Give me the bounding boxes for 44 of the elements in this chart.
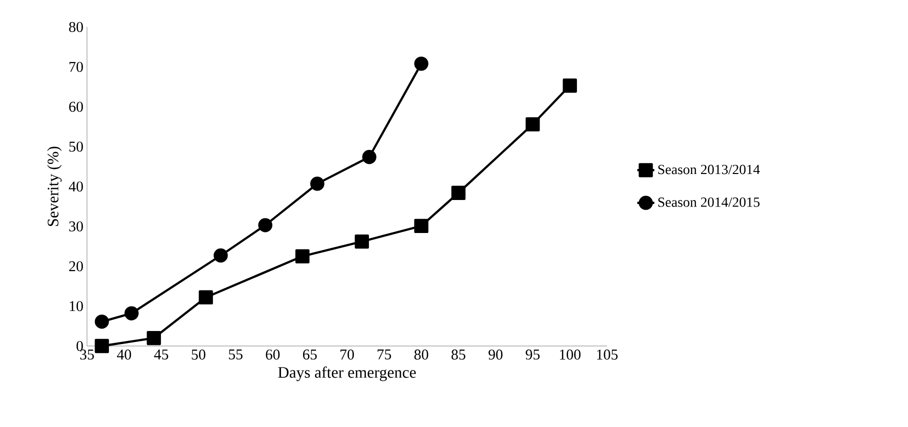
legend-label: Season 2013/2014 [658, 164, 760, 174]
x-tick-label: 105 [597, 350, 618, 360]
x-tick-label: 85 [452, 350, 466, 360]
x-tick-label: 65 [303, 350, 317, 360]
point [295, 249, 310, 264]
x-tick-label: 45 [154, 350, 168, 360]
y-tick-label: 10 [70, 301, 83, 312]
x-tick-label: 80 [414, 350, 428, 360]
point [414, 218, 428, 234]
y-axis-title: Severity (%) [47, 146, 62, 226]
point [198, 290, 213, 304]
point [124, 306, 139, 320]
y-tick-label: 50 [69, 142, 83, 152]
y-tick-label: 0 [76, 340, 83, 352]
y-tick-label: 70 [70, 62, 83, 72]
point [310, 176, 324, 191]
point [94, 314, 109, 329]
x-tick-label: 70 [340, 350, 354, 360]
point [94, 338, 109, 354]
x-tick-label: 100 [560, 350, 580, 360]
point [414, 56, 428, 71]
y-tick-label: 40 [68, 181, 83, 192]
point [526, 117, 540, 132]
x-tick-label: 40 [116, 350, 132, 360]
x-tick-label: 95 [526, 350, 540, 360]
y-tick-label: 20 [69, 261, 83, 272]
x-tick-label: 55 [228, 350, 242, 360]
x-tick-label: 60 [266, 350, 280, 360]
x-tick-label: 75 [378, 350, 392, 360]
x-axis-title: Days after emergence [278, 366, 416, 382]
point [362, 150, 376, 164]
point [562, 78, 577, 93]
point [146, 330, 161, 346]
x-tick-label: 50 [192, 350, 206, 360]
point [258, 218, 272, 232]
point [354, 234, 369, 249]
x-tick-label: 35 [80, 350, 94, 360]
y-tick-label: 60 [69, 102, 83, 112]
y-tick-label: 80 [69, 22, 83, 32]
point [214, 248, 228, 263]
y-tick-label: 30 [69, 221, 83, 232]
x-tick-label: 90 [488, 350, 502, 360]
point [451, 186, 466, 200]
legend-label: Season 2014/2015 [658, 197, 760, 207]
